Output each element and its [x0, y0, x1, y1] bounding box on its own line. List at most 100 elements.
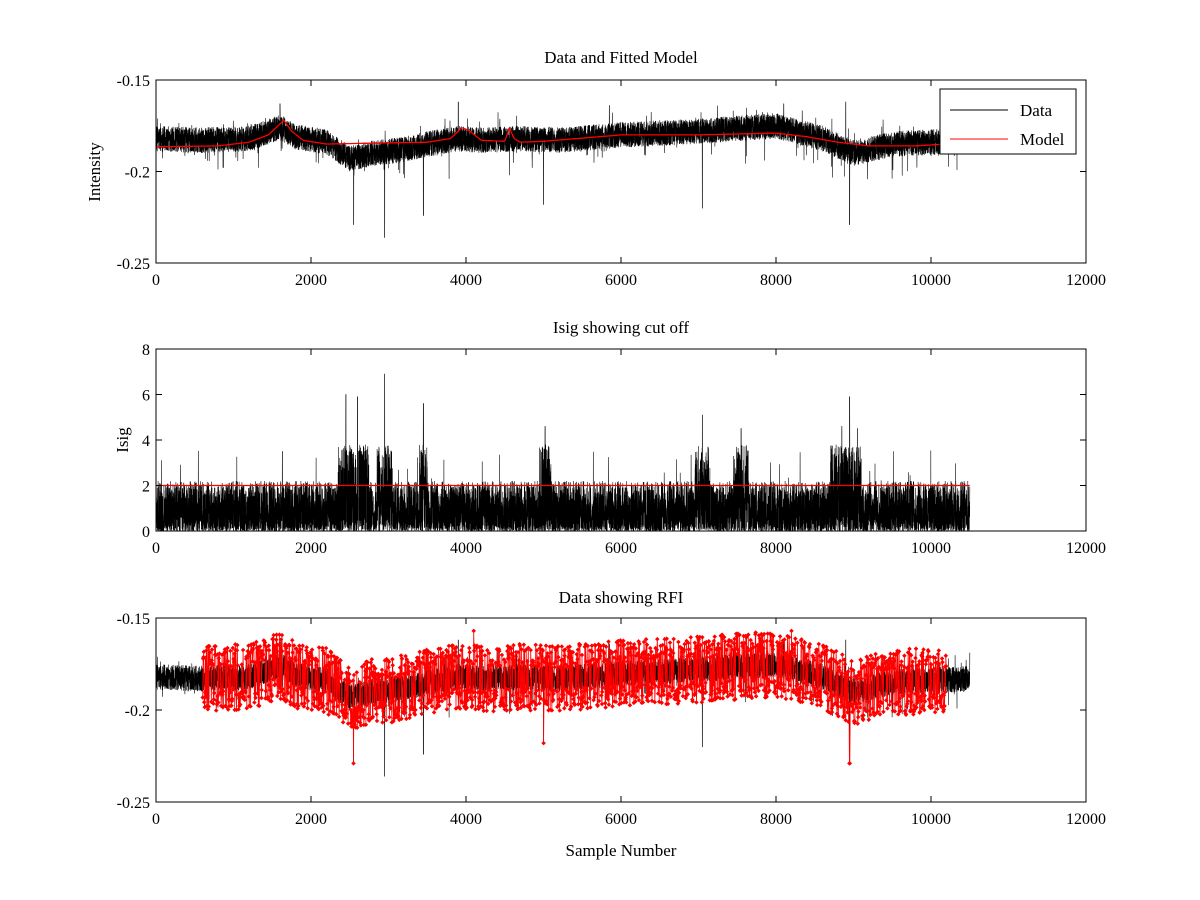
- rfi-marker: [336, 714, 342, 720]
- rfi-marker: [858, 658, 864, 663]
- rfi-marker: [929, 662, 934, 667]
- rfi-marker: [911, 712, 916, 717]
- rfi-marker: [293, 657, 298, 663]
- rfi-marker: [424, 706, 430, 711]
- rfi-marker: [845, 710, 850, 715]
- rfi-marker: [473, 658, 479, 663]
- rfi-marker: [507, 655, 512, 661]
- legend-model-label: Model: [1020, 130, 1065, 149]
- rfi-marker: [932, 709, 938, 715]
- rfi-marker: [429, 704, 435, 709]
- rfi-marker: [780, 648, 785, 653]
- rfi-marker: [369, 657, 375, 662]
- rfi-marker: [356, 714, 362, 720]
- rfi-marker: [425, 652, 430, 658]
- rfi-marker: [392, 708, 397, 714]
- rfi-marker: [783, 696, 789, 702]
- rfi-marker: [263, 688, 269, 694]
- rfi-marker: [538, 696, 544, 701]
- rfi-marker: [416, 657, 422, 663]
- rfi-marker: [603, 705, 608, 710]
- rfi-marker: [337, 699, 342, 704]
- rfi-marker: [429, 697, 434, 703]
- x-tick-label: 10000: [911, 540, 951, 557]
- rfi-marker: [324, 706, 330, 712]
- rfi-marker: [548, 650, 554, 655]
- rfi-marker: [390, 663, 395, 668]
- rfi-marker: [485, 701, 491, 707]
- rfi-marker: [866, 657, 871, 662]
- rfi-marker: [754, 675, 759, 680]
- rfi-marker: [472, 694, 478, 700]
- rfi-marker: [792, 653, 798, 658]
- rfi-marker: [736, 683, 742, 689]
- rfi-marker: [788, 696, 794, 701]
- rfi-marker: [917, 659, 922, 664]
- rfi-marker: [710, 654, 716, 659]
- rfi-marker: [442, 696, 448, 701]
- rfi-marker: [265, 694, 271, 700]
- rfi-marker: [273, 682, 279, 687]
- rfi-marker: [351, 761, 356, 766]
- rfi-marker: [440, 650, 446, 656]
- rfi-marker: [315, 658, 320, 664]
- rfi-marker: [493, 689, 499, 695]
- y-tick-label: -0.25: [117, 256, 150, 273]
- rfi-marker: [388, 706, 393, 711]
- rfi-marker: [494, 693, 499, 698]
- rfi-marker: [899, 659, 904, 664]
- rfi-marker: [584, 687, 589, 693]
- rfi-marker: [339, 670, 345, 676]
- rfi-marker: [262, 640, 268, 645]
- rfi-marker: [368, 660, 374, 665]
- rfi-marker: [544, 698, 549, 704]
- rfi-marker: [292, 683, 297, 688]
- subplot2-plot-layer: [155, 373, 971, 532]
- rfi-marker: [322, 689, 328, 695]
- rfi-marker: [767, 679, 772, 685]
- rfi-marker: [584, 700, 590, 705]
- rfi-marker: [851, 707, 856, 712]
- rfi-marker: [304, 645, 309, 650]
- rfi-marker: [430, 694, 436, 700]
- rfi-marker: [889, 699, 894, 704]
- rfi-marker: [654, 647, 660, 652]
- rfi-marker: [802, 640, 808, 646]
- rfi-marker: [482, 653, 488, 658]
- rfi-marker: [402, 663, 408, 668]
- rfi-marker: [302, 701, 307, 706]
- rfi-marker: [438, 694, 444, 699]
- rfi-marker: [367, 666, 372, 671]
- rfi-marker: [380, 672, 386, 677]
- rfi-marker: [578, 707, 583, 712]
- rfi-marker: [274, 649, 280, 654]
- rfi-marker: [334, 655, 340, 660]
- rfi-marker: [857, 701, 862, 706]
- rfi-marker: [451, 664, 456, 669]
- rfi-marker: [404, 716, 409, 722]
- rfi-marker: [789, 650, 795, 656]
- rfi-marker: [269, 698, 274, 704]
- rfi-marker: [727, 678, 732, 684]
- rfi-marker: [488, 688, 493, 693]
- rfi-marker: [906, 693, 912, 699]
- rfi-marker: [468, 658, 474, 664]
- rfi-marker: [407, 669, 412, 674]
- rfi-marker: [275, 678, 281, 684]
- rfi-marker: [811, 657, 817, 663]
- rfi-marker: [602, 651, 607, 656]
- rfi-marker: [297, 643, 302, 649]
- rfi-marker: [842, 713, 847, 719]
- rfi-marker: [918, 694, 923, 699]
- rfi-marker: [422, 662, 427, 667]
- rfi-marker: [880, 661, 886, 667]
- rfi-marker: [635, 651, 641, 656]
- rfi-marker: [875, 655, 881, 661]
- rfi-marker: [381, 708, 386, 714]
- rfi-marker: [431, 651, 436, 657]
- rfi-marker: [579, 652, 585, 658]
- rfi-marker: [320, 645, 325, 651]
- rfi-marker: [325, 701, 330, 706]
- rfi-marker: [351, 672, 357, 678]
- rfi-marker: [313, 662, 319, 668]
